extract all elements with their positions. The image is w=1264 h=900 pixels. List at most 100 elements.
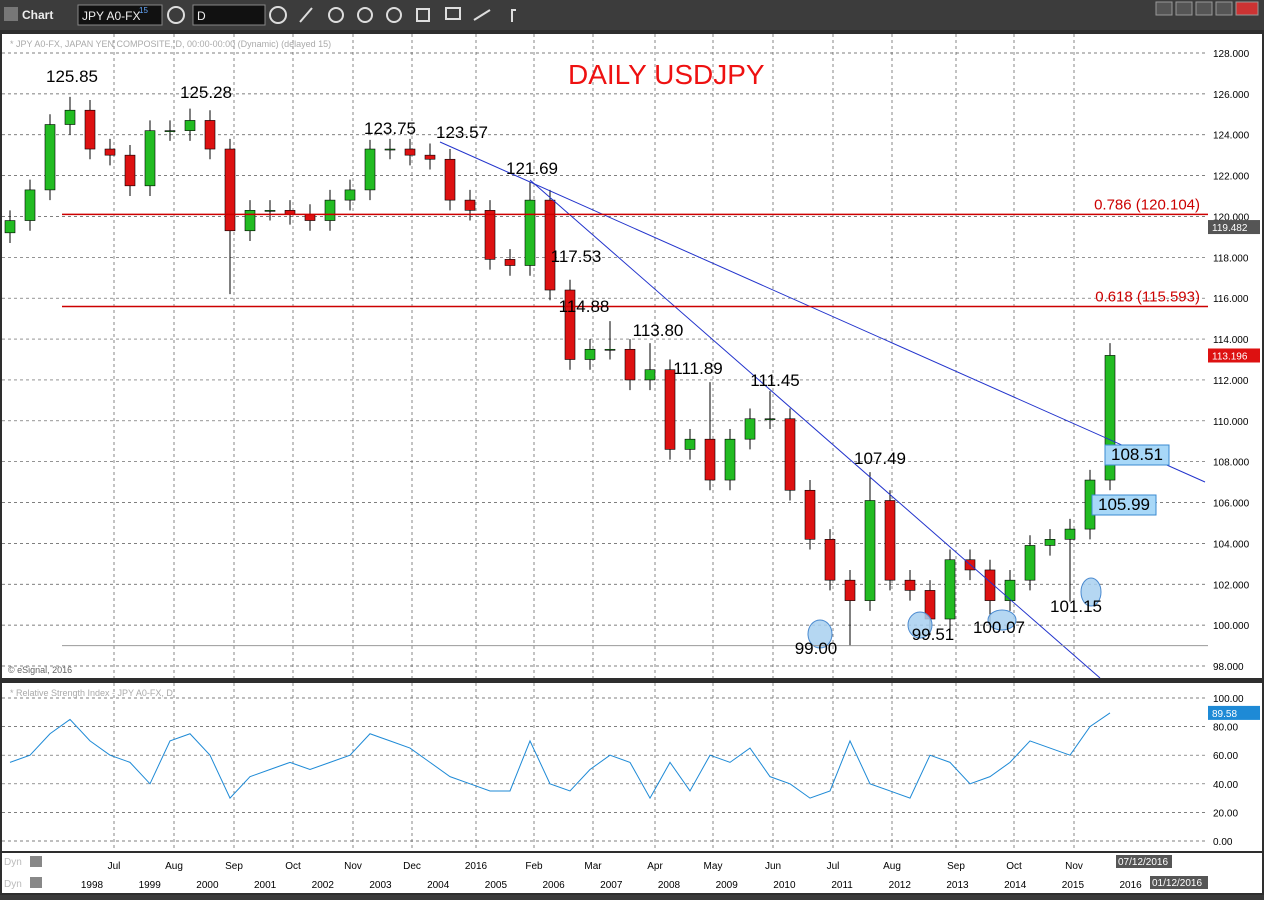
rsi-last: 89.58 — [1212, 709, 1237, 720]
link-window-button[interactable] — [1175, 1, 1193, 16]
year-label: 2016 — [1119, 880, 1142, 891]
twitter-button[interactable] — [473, 9, 491, 21]
low-marker — [907, 611, 933, 639]
y-tick-label: 110.000 — [1213, 417, 1249, 428]
y-tick-label: 40.00 — [1213, 780, 1238, 791]
help-button[interactable] — [1155, 1, 1173, 16]
zoom-button[interactable] — [386, 7, 402, 23]
chart-icon — [4, 7, 18, 21]
y-tick-label: 122.000 — [1213, 172, 1250, 183]
trendlines — [439, 141, 1206, 679]
comment-button[interactable] — [445, 7, 461, 20]
candle-body — [484, 210, 496, 260]
candle-body — [824, 539, 836, 581]
trendline — [529, 179, 1101, 679]
y-tick-label: 100.000 — [1213, 621, 1250, 632]
chart-title: DAILY USDJPY — [568, 59, 765, 90]
draw-button[interactable] — [299, 7, 313, 23]
x-tick-label: Oct — [285, 861, 301, 872]
close-button[interactable] — [1235, 1, 1259, 16]
window-buttons — [1155, 1, 1259, 16]
year-label: 2008 — [658, 880, 681, 891]
annotation: 108.51 — [1111, 445, 1163, 464]
low-markers — [807, 577, 1102, 649]
year-label: 2013 — [946, 880, 969, 891]
link-button[interactable] — [167, 6, 185, 24]
y-tick-label: 100.00 — [1213, 694, 1244, 705]
clock-button[interactable] — [269, 6, 287, 24]
candle-body — [124, 154, 136, 187]
facebook-button[interactable] — [511, 9, 516, 22]
candle-body — [244, 210, 256, 232]
candle-body — [644, 369, 656, 381]
annotation: 114.88 — [559, 297, 610, 316]
tool-button[interactable] — [416, 8, 430, 22]
y-tick-label: 104.000 — [1213, 539, 1250, 550]
time-axis — [2, 853, 1262, 893]
minimize-button[interactable] — [1195, 1, 1213, 16]
y-tick-label: 108.000 — [1213, 458, 1250, 469]
price-box — [1208, 348, 1260, 363]
candle-body — [344, 189, 356, 201]
candle-body — [664, 369, 676, 450]
rsi-box — [1208, 705, 1260, 720]
year-label: 2000 — [196, 880, 219, 891]
price-box-label: 113.196 — [1212, 351, 1248, 362]
candle-body — [544, 199, 556, 291]
candle-body — [224, 148, 236, 232]
dyn-button[interactable] — [30, 877, 42, 888]
candle-body — [1024, 545, 1036, 581]
series-header: * JPY A0-FX, JAPAN YEN COMPOSITE, D, 00:… — [10, 39, 331, 49]
toolbar — [0, 0, 1264, 30]
trendline — [439, 141, 1206, 483]
candle-body — [144, 130, 156, 187]
dyn-label: Dyn — [4, 857, 22, 868]
candle-body — [624, 348, 636, 381]
restore-button[interactable] — [1215, 1, 1233, 16]
y-tick-label: 124.000 — [1213, 131, 1250, 142]
x-tick-label: Mar — [584, 861, 602, 872]
refresh-button[interactable] — [328, 7, 344, 23]
candle-body — [584, 348, 596, 360]
year-label: 2014 — [1004, 880, 1027, 891]
y-tick-label: 80.00 — [1213, 723, 1238, 734]
candle-body — [264, 210, 276, 212]
date-top: 07/12/2016 — [1118, 857, 1168, 868]
annotation: 123.75 — [364, 119, 416, 138]
price-box-label: 119.482 — [1212, 223, 1248, 234]
dyn-button[interactable] — [30, 856, 42, 867]
interval-box[interactable] — [192, 4, 266, 26]
window-title: Chart — [22, 8, 53, 22]
year-label: 2010 — [773, 880, 796, 891]
x-tick-label: Apr — [647, 861, 663, 872]
play-button[interactable] — [357, 7, 373, 23]
annotation: 100.07 — [973, 618, 1025, 637]
annotation-box — [1091, 494, 1157, 516]
rsi-line — [9, 712, 1111, 800]
candle-body — [164, 130, 176, 132]
candle-body — [744, 418, 756, 440]
candle-body — [24, 189, 36, 221]
symbol-box[interactable] — [77, 4, 163, 26]
candle-body — [324, 199, 336, 221]
annotation: 125.85 — [46, 67, 98, 86]
year-label: 2009 — [716, 880, 739, 891]
year-label: 2006 — [542, 880, 565, 891]
rsi-panel — [2, 683, 1208, 851]
candle-body — [304, 214, 316, 221]
candle-body — [184, 120, 196, 131]
candle-body — [1004, 579, 1016, 601]
annotation: 121.69 — [506, 159, 558, 178]
x-tick-label: Aug — [883, 861, 901, 872]
candle-body — [944, 559, 956, 620]
candle-body — [724, 438, 736, 481]
year-label: 2005 — [485, 880, 508, 891]
y-tick-label: 126.000 — [1213, 90, 1250, 101]
dyn-label: Dyn — [4, 879, 22, 890]
price-box — [1208, 220, 1260, 235]
candle-body — [984, 569, 996, 601]
candle-body — [4, 220, 16, 234]
candle-body — [864, 500, 876, 601]
candle-body — [104, 148, 116, 156]
